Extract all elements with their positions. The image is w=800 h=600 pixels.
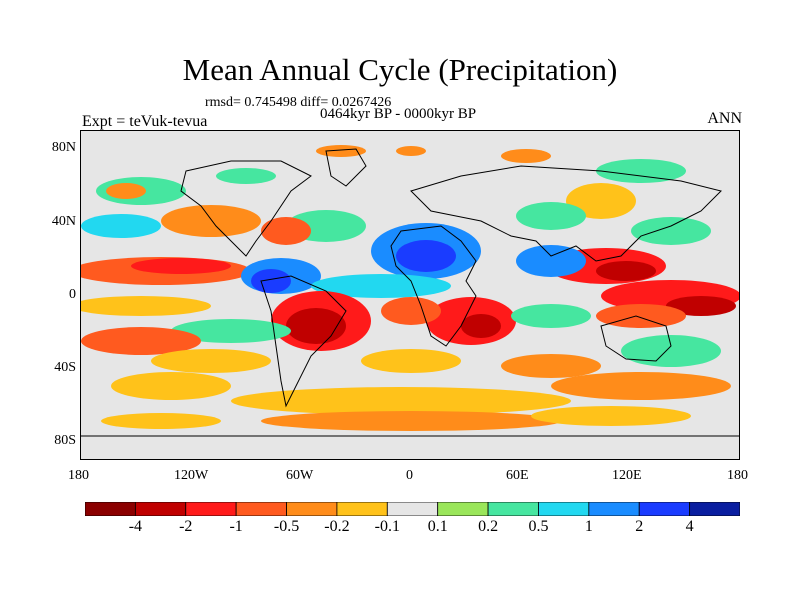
colorbar-swatch [235, 502, 287, 516]
colorbar-level-label: 0.1 [427, 518, 448, 535]
colorbar-swatch [185, 502, 237, 516]
colorbar-swatch [286, 502, 338, 516]
period-text: 0464kyr BP - 0000kyr BP [320, 106, 477, 122]
x-tick-label: 0 [406, 468, 413, 483]
season-label: ANN [707, 110, 742, 127]
experiment-label: Expt = teVuk-tevua [82, 113, 208, 130]
colorbar-swatch [689, 502, 740, 516]
chart-title: Mean Annual Cycle (Precipitation) [182, 52, 618, 87]
colorbar-swatch [85, 502, 136, 516]
colorbar [85, 502, 740, 516]
y-tick-label: 40S [54, 360, 76, 375]
colorbar-swatch [336, 502, 388, 516]
x-tick-label: 120W [174, 468, 209, 483]
colorbar-level-label: 2 [635, 518, 644, 535]
y-tick-label: 80N [51, 140, 76, 155]
colorbar-swatch [134, 502, 187, 516]
map-svg [81, 145, 739, 437]
y-tick-label: 80S [54, 433, 76, 448]
colorbar-level-label: 4 [685, 518, 694, 535]
colorbar-level-label: -0.5 [273, 518, 300, 535]
x-tick-label: 120E [612, 468, 642, 483]
colorbar-level-label: -2 [179, 518, 193, 535]
colorbar-swatch [538, 502, 590, 516]
y-tick-label: 0 [69, 287, 76, 302]
precipitation-map [80, 130, 740, 460]
colorbar-swatch [588, 502, 640, 516]
x-tick-label: 180 [727, 468, 748, 483]
x-tick-label: 60W [286, 468, 314, 483]
x-tick-label: 60E [506, 468, 529, 483]
y-tick-label: 40N [51, 214, 76, 229]
x-tick-label: 180 [68, 468, 89, 483]
coastlines [81, 148, 739, 437]
colorbar-level-label: -1 [229, 518, 243, 535]
colorbar-level-label: 1 [584, 518, 593, 535]
colorbar-level-label: -4 [128, 518, 143, 535]
colorbar-swatch [386, 502, 439, 516]
anomaly-field [81, 145, 739, 431]
colorbar-swatch [487, 502, 539, 516]
colorbar-level-label: -0.2 [324, 518, 350, 535]
colorbar-level-label: -0.1 [374, 518, 400, 535]
colorbar-level-label: 0.5 [528, 518, 549, 535]
colorbar-svg [85, 502, 740, 516]
colorbar-level-label: 0.2 [478, 518, 499, 535]
stats-text: rmsd= 0.745498 diff= 0.0267426 [205, 95, 392, 110]
colorbar-swatch [638, 502, 691, 516]
colorbar-swatch [437, 502, 489, 516]
